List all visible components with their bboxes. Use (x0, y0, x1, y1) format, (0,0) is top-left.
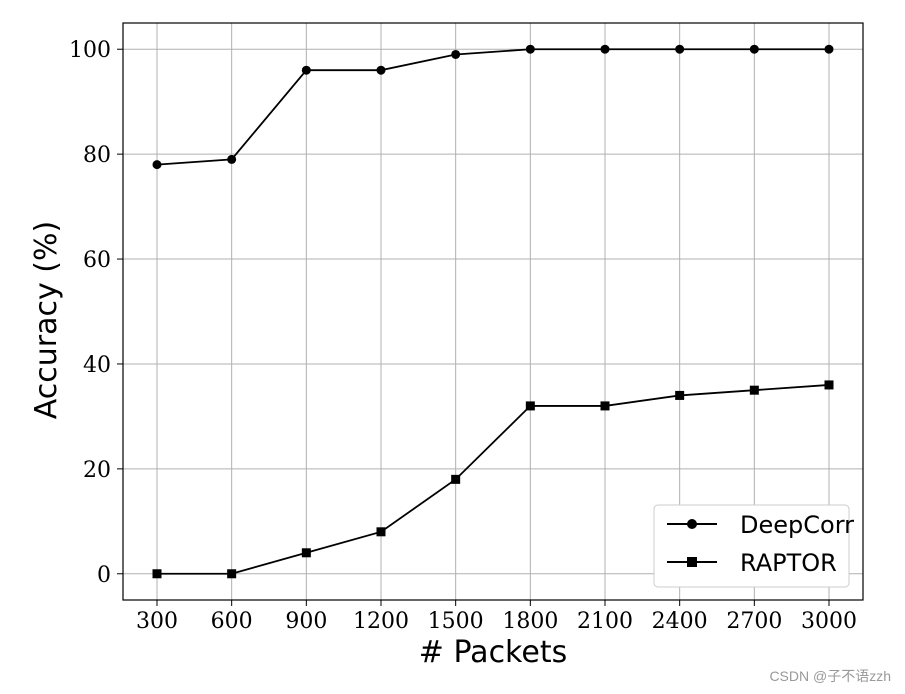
x-tick-label: 3000 (801, 609, 857, 634)
point-deepcorr (525, 44, 535, 54)
point-deepcorr (675, 44, 685, 54)
x-tick-label: 300 (136, 609, 178, 634)
x-tick-label: 2100 (577, 609, 633, 634)
watermark: CSDN @子不语zzh (769, 668, 891, 684)
y-axis-ticks: 0 20 40 60 80 100 (69, 38, 123, 588)
point-raptor (152, 569, 162, 579)
x-tick-label: 1200 (353, 609, 409, 634)
point-raptor (525, 401, 535, 411)
x-tick-label: 600 (211, 609, 253, 634)
series-line-deepcorr (156, 48, 829, 166)
point-raptor (451, 474, 461, 484)
y-axis-title: Accuracy (%) (29, 221, 64, 419)
series-line-raptor (157, 384, 830, 575)
point-raptor (600, 401, 610, 411)
x-tick-label: 1800 (502, 609, 558, 634)
point-raptor (675, 390, 685, 400)
x-tick-label: 2700 (726, 609, 782, 634)
series-group (152, 44, 834, 579)
point-raptor (227, 569, 237, 579)
y-tick-label: 100 (69, 38, 111, 63)
y-tick-label: 80 (83, 143, 111, 168)
plot-frame (122, 22, 864, 601)
point-deepcorr (227, 154, 237, 164)
y-tick-label: 40 (83, 353, 111, 378)
legend-box (653, 504, 850, 588)
y-tick-label: 0 (97, 563, 111, 588)
y-tick-label: 20 (83, 458, 111, 483)
grid-lines (123, 23, 863, 600)
point-deepcorr (824, 44, 834, 54)
legend-label-raptor: RAPTOR (740, 549, 837, 577)
legend: DeepCorr RAPTOR (653, 504, 854, 588)
point-deepcorr (749, 44, 759, 54)
legend-marker-raptor (687, 557, 697, 567)
y-tick-label: 60 (83, 248, 111, 273)
point-deepcorr (301, 65, 311, 75)
x-axis-title: # Packets (419, 635, 567, 670)
point-deepcorr (451, 49, 461, 59)
x-tick-label: 2400 (652, 609, 708, 634)
point-deepcorr (152, 160, 162, 170)
point-deepcorr (600, 44, 610, 54)
point-raptor (376, 527, 386, 537)
point-raptor (301, 548, 311, 558)
x-axis-ticks: 300 600 900 1200 1500 1800 2100 2400 2700 3000 (136, 600, 857, 634)
legend-label-deepcorr: DeepCorr (740, 511, 854, 539)
point-raptor (749, 385, 759, 395)
x-tick-label: 1500 (428, 609, 484, 634)
point-raptor (824, 380, 834, 390)
legend-marker-deepcorr (687, 519, 697, 529)
x-tick-label: 900 (285, 609, 327, 634)
point-deepcorr (376, 65, 386, 75)
